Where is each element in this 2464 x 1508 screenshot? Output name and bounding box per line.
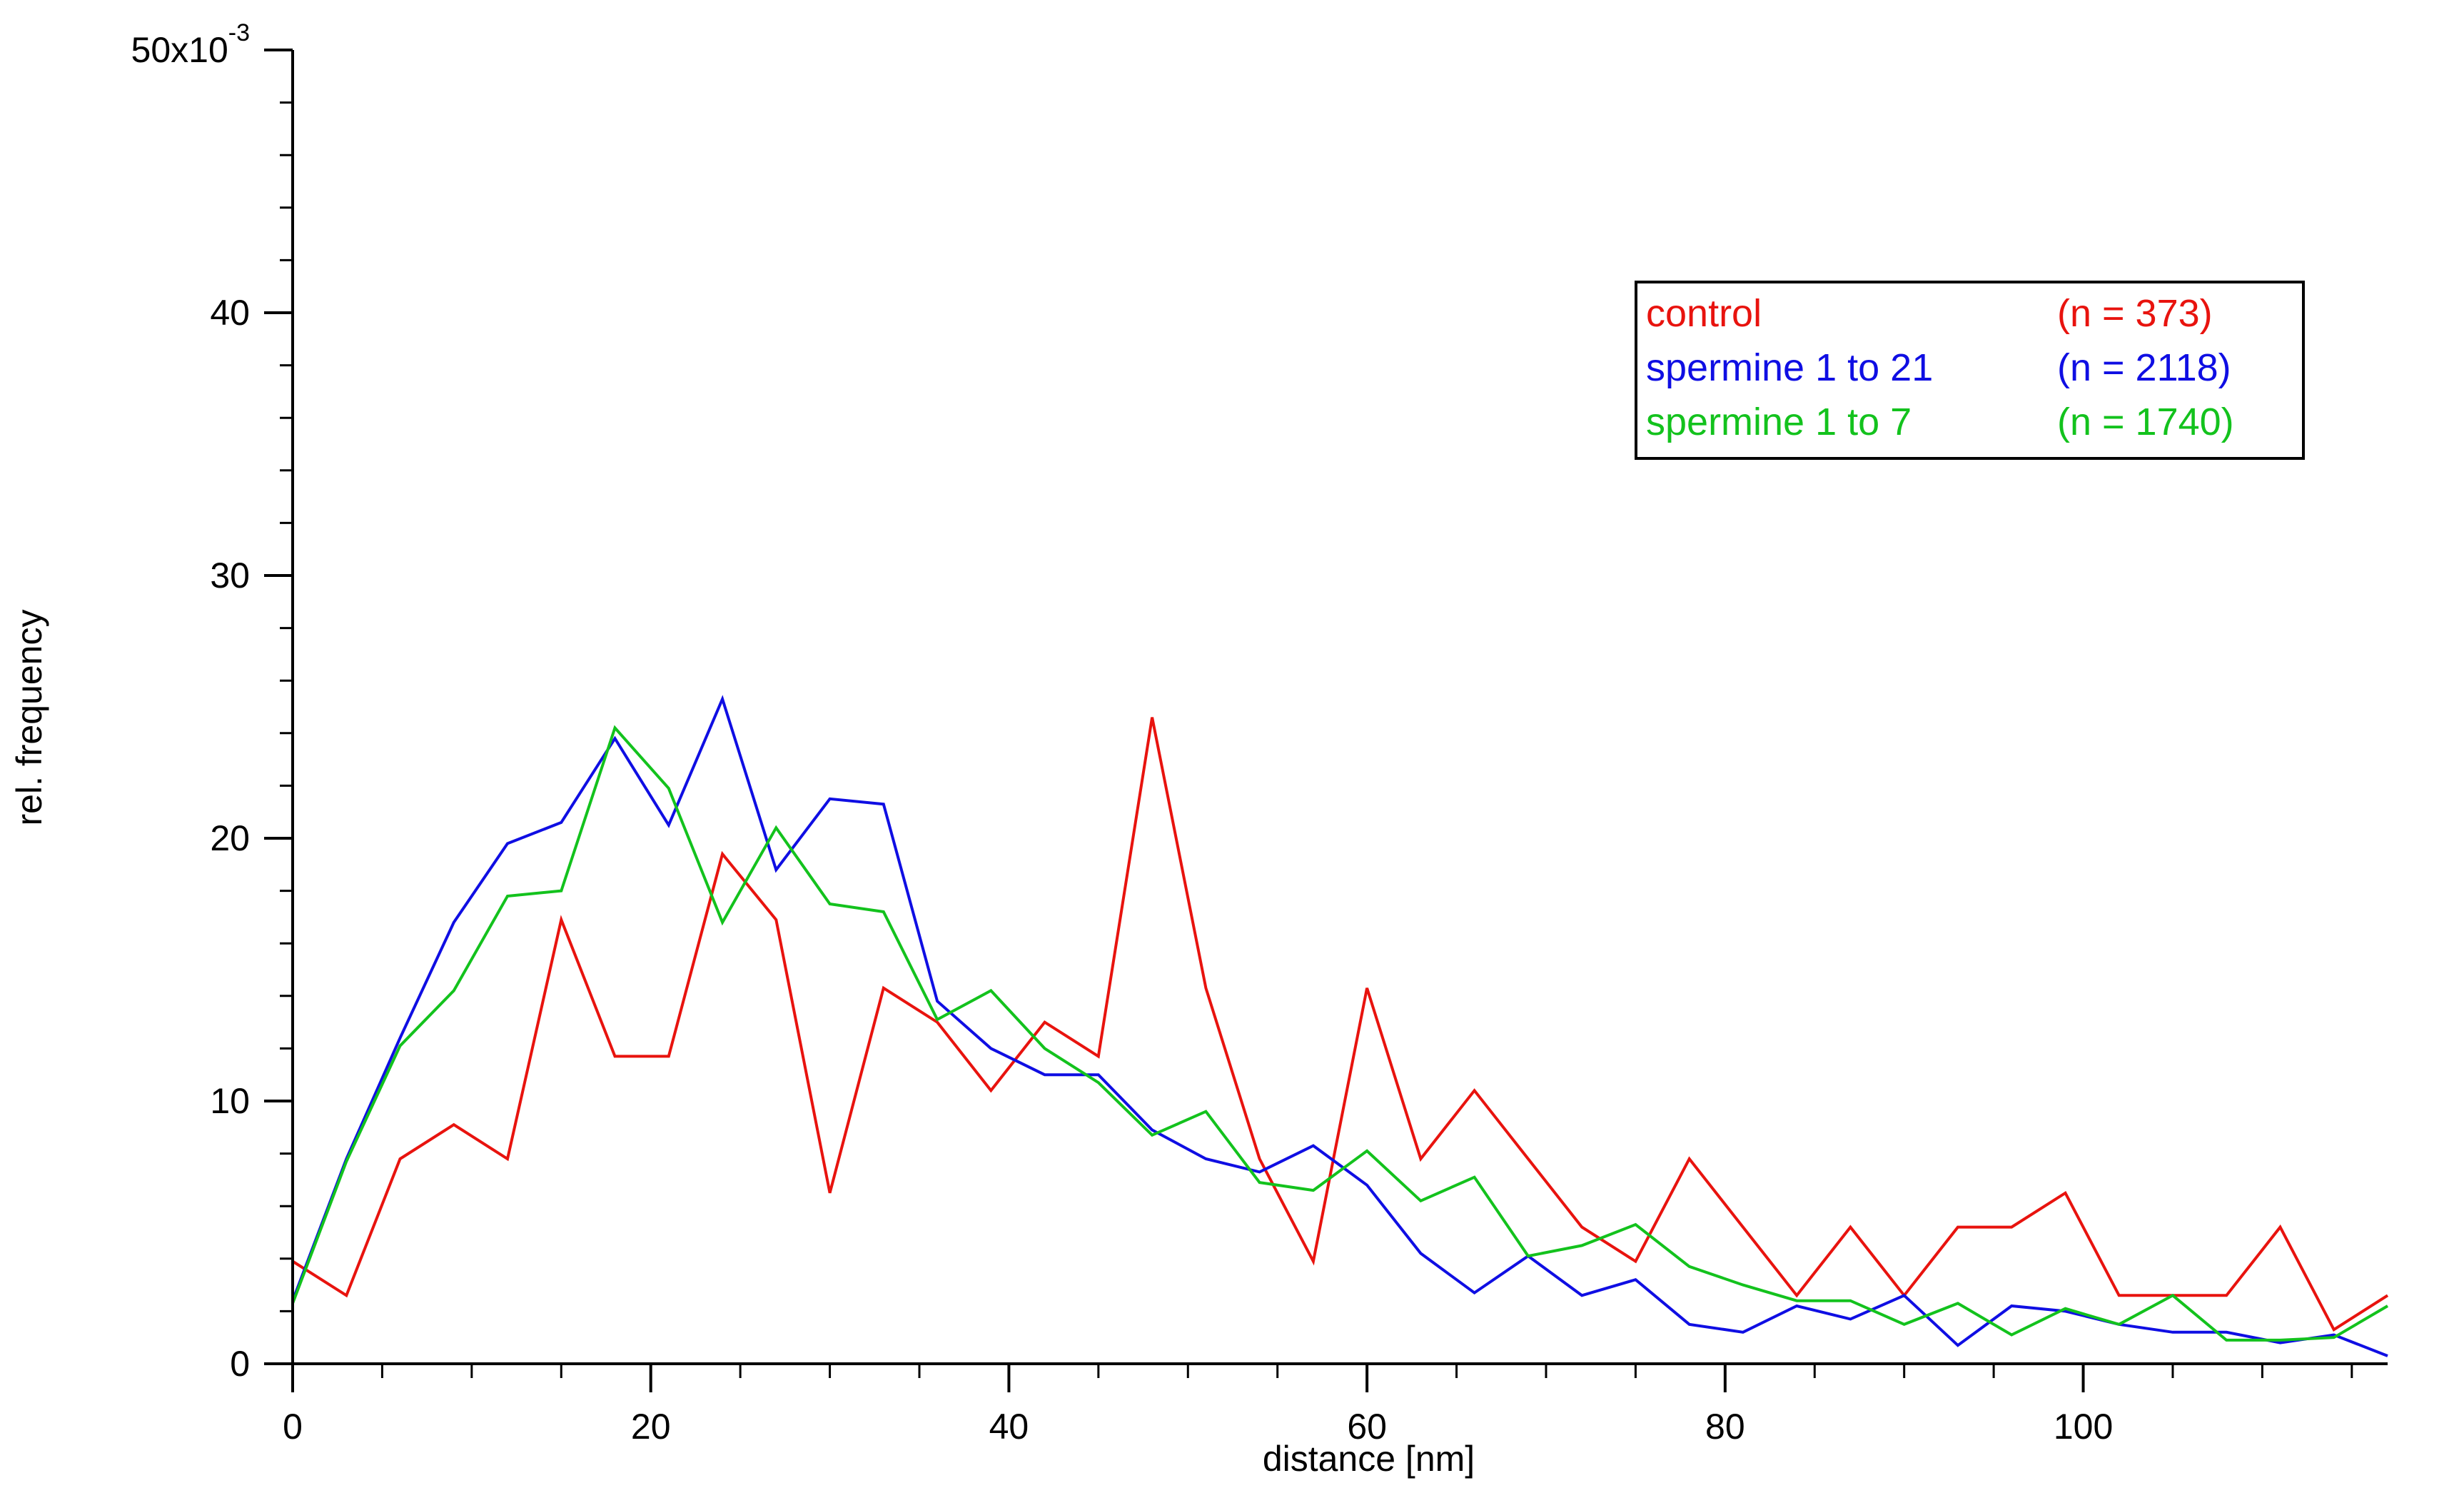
y-tick-exponent: -3 [228, 19, 250, 46]
y-tick-label: 10 [210, 1081, 250, 1121]
legend-box [1635, 281, 2305, 460]
x-tick-label: 20 [631, 1407, 671, 1447]
y-tick-label: 50x10-3 [131, 19, 250, 70]
y-tick-label: 40 [210, 293, 250, 333]
legend-entry-count: (n = 2118) [2057, 346, 2231, 389]
x-tick-label: 0 [283, 1407, 303, 1447]
series-line-1 [291, 717, 2389, 1332]
x-tick-label: 100 [2054, 1407, 2113, 1447]
y-ticks: 0 10 20 30 40 50x10-3 [131, 19, 293, 1384]
x-ticks: 0 20 40 60 80 100 [283, 1364, 2353, 1447]
x-tick-label: 60 [1347, 1407, 1387, 1447]
legend-entry-name: spermine 1 to 7 [1646, 401, 1912, 443]
legend-entry-name: spermine 1 to 21 [1646, 346, 1933, 389]
legend-entry-name: control [1646, 292, 1762, 335]
legend-entry-count: (n = 373) [2057, 292, 2213, 335]
axes [291, 50, 2388, 1365]
series-line-2 [291, 695, 2388, 1357]
legend: control (n = 373) spermine 1 to 21 (n = 211… [1635, 281, 2305, 460]
legend-entry-count: (n = 1740) [2057, 401, 2234, 443]
y-tick-label: 20 [210, 818, 250, 858]
x-tick-label: 40 [989, 1407, 1029, 1447]
series-line-3 [291, 725, 2389, 1342]
x-tick-label: 80 [1705, 1407, 1745, 1447]
y-tick-label: 0 [230, 1344, 250, 1384]
x-axis-label: distance [nm] [1263, 1439, 1475, 1479]
series-layer [291, 695, 2389, 1357]
legend-entries: control (n = 373) spermine 1 to 21 (n = 211… [1646, 292, 2234, 443]
y-tick-label: 30 [210, 556, 250, 595]
y-axis-label: rel. frequency [9, 610, 49, 826]
